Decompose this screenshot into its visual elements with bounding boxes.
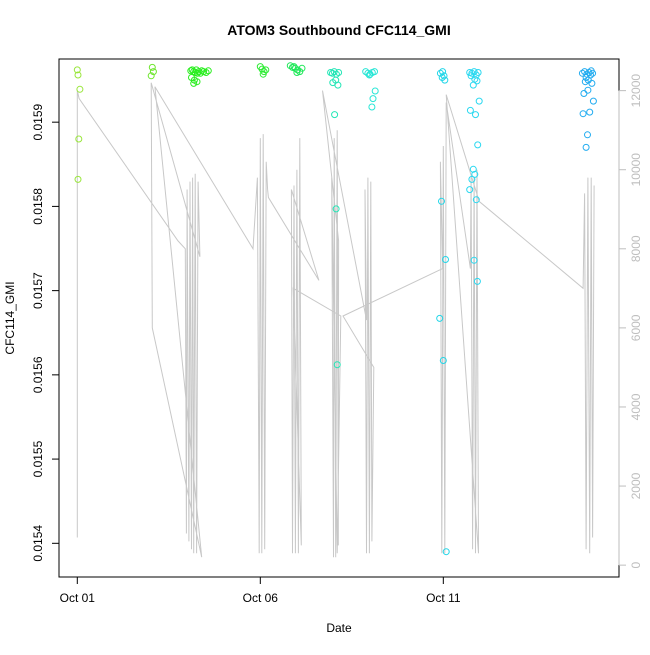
data-point xyxy=(74,71,82,79)
left-y-tick-label: 0.0157 xyxy=(31,272,45,309)
data-point xyxy=(195,68,203,76)
left-y-tick-label: 0.0159 xyxy=(31,103,45,140)
data-point xyxy=(474,69,482,76)
right-y-tick-label: 4000 xyxy=(629,393,643,420)
data-point xyxy=(472,111,479,119)
data-point xyxy=(73,66,81,74)
left-y-axis: 0.0154 0.0155 0.0156 0.0157 0.0158 0.0159 xyxy=(31,103,59,562)
data-point xyxy=(581,78,589,86)
data-point xyxy=(475,97,483,105)
data-point xyxy=(470,256,478,264)
data-point xyxy=(582,143,590,151)
right-y-tick-label: 8000 xyxy=(629,235,643,262)
data-point xyxy=(469,165,477,173)
points-layer xyxy=(73,62,597,556)
data-point xyxy=(331,111,339,119)
right-y-tick-label: 2000 xyxy=(629,472,643,499)
x-axis: Oct 01 Oct 06 Oct 11 xyxy=(60,577,461,605)
data-point xyxy=(335,69,343,76)
right-y-axis: 0 2000 4000 6000 8000 10000 12000 xyxy=(618,74,643,568)
data-point xyxy=(369,95,377,103)
data-point xyxy=(333,361,341,369)
data-point xyxy=(148,63,156,71)
data-point xyxy=(440,72,448,80)
data-point xyxy=(442,548,450,556)
data-point xyxy=(473,77,481,85)
data-point xyxy=(579,110,587,118)
data-point xyxy=(468,175,476,183)
data-point xyxy=(586,108,594,116)
data-point xyxy=(466,106,474,114)
data-point xyxy=(204,67,212,75)
data-point xyxy=(584,86,592,94)
data-point xyxy=(259,70,267,78)
data-point xyxy=(293,69,301,76)
data-point xyxy=(472,196,480,204)
data-point xyxy=(588,79,596,87)
left-y-tick-label: 0.0156 xyxy=(31,356,45,393)
altitude-line xyxy=(76,82,595,558)
data-point xyxy=(580,90,588,97)
data-point xyxy=(298,64,306,72)
right-y-tick-label: 12000 xyxy=(629,74,643,108)
data-point xyxy=(76,85,84,93)
data-point xyxy=(589,97,597,105)
x-tick-label: Oct 11 xyxy=(426,591,461,605)
data-point xyxy=(371,87,379,95)
left-y-tick-label: 0.0158 xyxy=(31,188,45,225)
data-point xyxy=(75,135,83,143)
data-point xyxy=(149,68,157,76)
x-tick-label: Oct 01 xyxy=(60,591,96,605)
data-point xyxy=(193,78,201,86)
left-y-tick-label: 0.0154 xyxy=(31,525,45,562)
chart-title: ATOM3 Southbound CFC114_GMI xyxy=(227,22,451,38)
data-point xyxy=(368,103,376,111)
data-point xyxy=(439,357,447,364)
data-point xyxy=(589,69,597,77)
data-point xyxy=(441,76,449,84)
data-point xyxy=(371,68,378,76)
data-point xyxy=(438,197,445,205)
data-point xyxy=(473,277,481,285)
data-point xyxy=(290,63,298,71)
left-y-tick-label: 0.0155 xyxy=(31,440,45,477)
data-point xyxy=(334,81,342,89)
right-y-tick-label: 10000 xyxy=(629,153,643,187)
x-axis-label: Date xyxy=(326,621,352,635)
right-y-tick-label: 0 xyxy=(629,561,643,568)
data-point xyxy=(442,256,449,263)
data-point xyxy=(469,81,477,89)
data-point xyxy=(202,69,210,76)
data-point xyxy=(74,175,82,183)
data-point xyxy=(436,314,444,322)
y-axis-label: CFC114_GMI xyxy=(3,281,17,354)
data-point xyxy=(471,170,479,178)
data-point xyxy=(474,141,482,149)
altitude-layer xyxy=(76,82,595,558)
data-point xyxy=(466,186,474,194)
data-point xyxy=(584,131,591,139)
data-point xyxy=(190,79,198,87)
data-point xyxy=(332,205,340,213)
data-point xyxy=(365,71,373,79)
right-y-tick-label: 6000 xyxy=(629,314,643,341)
data-point xyxy=(147,72,155,80)
x-tick-label: Oct 06 xyxy=(243,591,279,605)
data-point xyxy=(578,69,586,77)
